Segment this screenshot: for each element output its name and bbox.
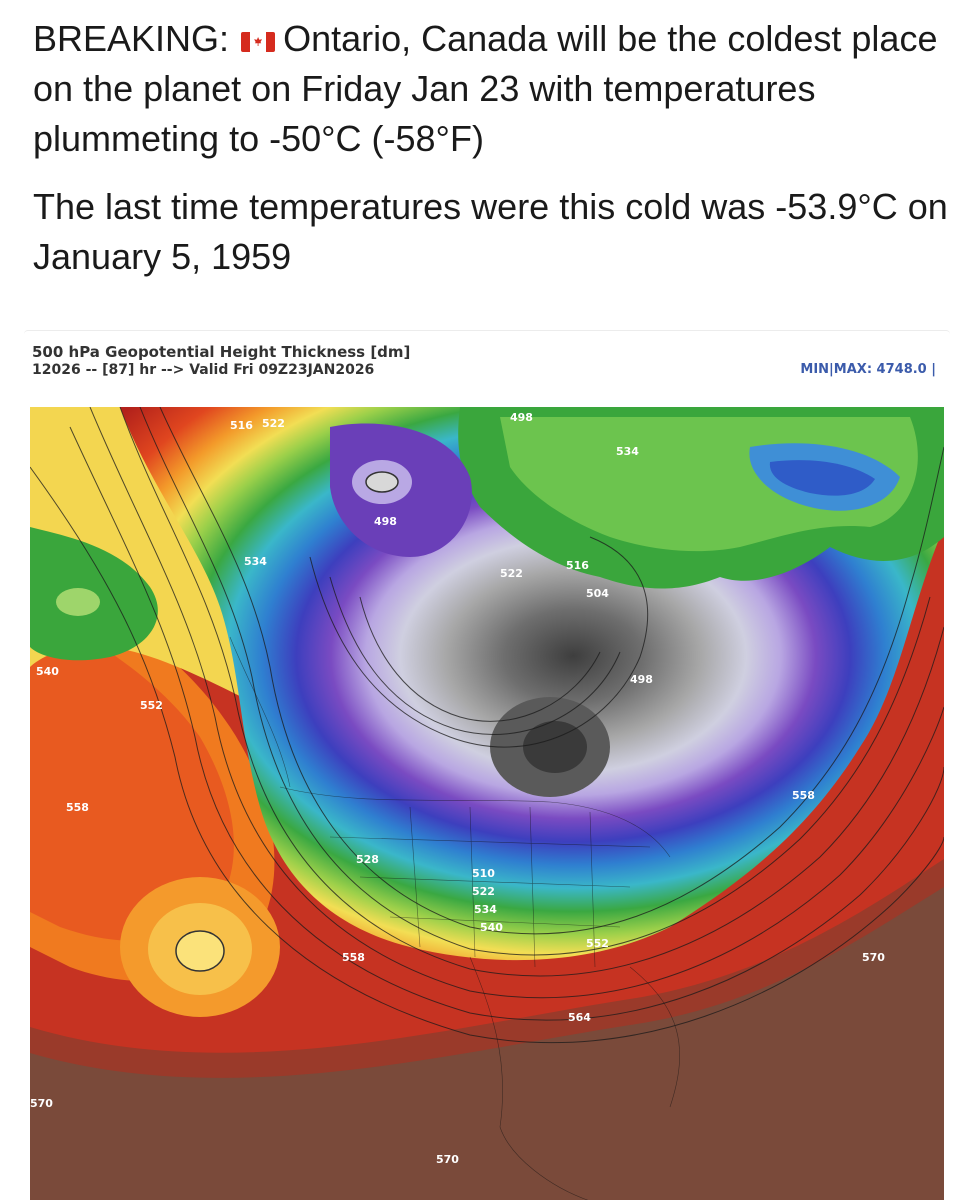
- contour-label: 570: [30, 1097, 53, 1110]
- contour-label: 552: [586, 937, 609, 950]
- contour-label: 534: [616, 445, 639, 458]
- contour-label: 558: [342, 951, 365, 964]
- post-paragraph-2: The last time temperatures were this col…: [33, 186, 948, 277]
- contour-label: 510: [472, 867, 495, 880]
- contour-lines: [30, 407, 944, 1044]
- contour-label: 498: [630, 673, 653, 686]
- contour-label: 534: [244, 555, 267, 568]
- contour-label: 552: [140, 699, 163, 712]
- political-borders: [229, 636, 680, 1200]
- contour-label: 498: [510, 411, 533, 424]
- map-header: 500 hPa Geopotential Height Thickness [d…: [24, 331, 950, 407]
- contour-label: 570: [436, 1153, 459, 1166]
- thickness-map: 516 522 498 534 498 516 522 504 534 540 …: [30, 407, 944, 1200]
- breaking-label: BREAKING:: [33, 18, 230, 59]
- warm-band-brown: [30, 877, 944, 1200]
- contour-label: 498: [374, 515, 397, 528]
- contour-label: 516: [230, 419, 253, 432]
- weather-map-image[interactable]: 500 hPa Geopotential Height Thickness [d…: [24, 330, 950, 1200]
- canada-flag-icon: [241, 32, 276, 52]
- map-valid-time: 12026 -- [87] hr --> Valid Fri 09Z23JAN2…: [32, 362, 375, 378]
- headline-text: Ontario, Canada will be the coldest plac…: [33, 18, 938, 159]
- contour-label: 558: [66, 801, 89, 814]
- map-title: 500 hPa Geopotential Height Thickness [d…: [32, 343, 411, 361]
- contour-label: 516: [566, 559, 589, 572]
- contour-label: 570: [862, 951, 885, 964]
- post-text: BREAKING: Ontario, Canada will be the co…: [33, 14, 953, 300]
- post-paragraph-1: BREAKING: Ontario, Canada will be the co…: [33, 14, 953, 164]
- contour-label: 534: [474, 903, 497, 916]
- contour-label: 540: [36, 665, 59, 678]
- contour-label: 540: [480, 921, 503, 934]
- contour-label: 564: [568, 1011, 591, 1024]
- contour-label: 522: [262, 417, 285, 430]
- thickness-map-svg: 516 522 498 534 498 516 522 504 534 540 …: [30, 407, 944, 1200]
- contour-label: 504: [586, 587, 609, 600]
- contour-label: 522: [500, 567, 523, 580]
- contour-label: 522: [472, 885, 495, 898]
- contour-label: 558: [792, 789, 815, 802]
- contour-label: 528: [356, 853, 379, 866]
- map-minmax: MIN|MAX: 4748.0 |: [800, 362, 936, 377]
